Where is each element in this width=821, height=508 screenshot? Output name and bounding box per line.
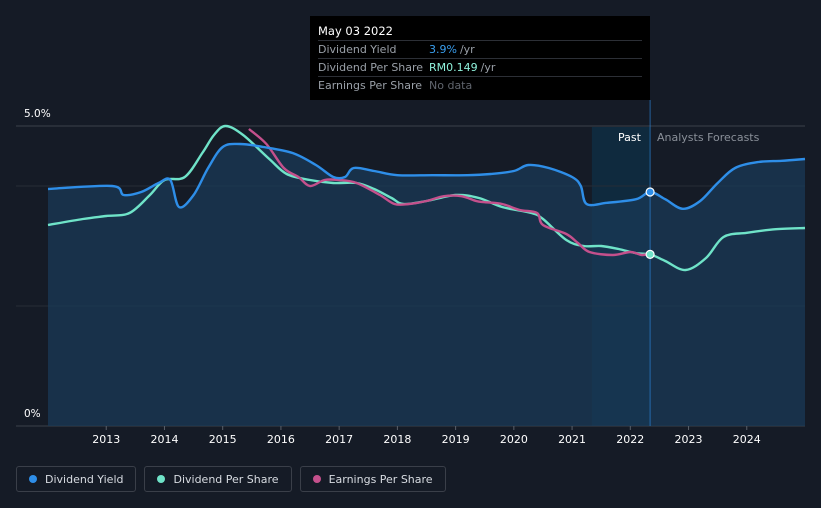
tooltip-value: RM0.149: [429, 61, 478, 74]
tooltip-row-dividend-yield: Dividend Yield 3.9% /yr: [318, 40, 642, 58]
x-tick-label: 2024: [732, 433, 761, 446]
x-tick-label: 2019: [441, 433, 470, 446]
x-tick-label: 2018: [383, 433, 412, 446]
marker-dividend-yield: [645, 187, 655, 197]
series-layer: [47, 124, 806, 272]
highlight-markers: [645, 187, 655, 259]
legend-dot: [29, 475, 37, 483]
marker-dividend-per-share: [645, 249, 655, 259]
legend-dot: [157, 475, 166, 483]
tooltip-label: Dividend Per Share: [318, 61, 424, 74]
x-tick-label: 2013: [92, 433, 121, 446]
x-tick-label: 2023: [674, 433, 703, 446]
tooltip-value: No data: [429, 79, 473, 92]
legend-dot: [312, 475, 321, 483]
x-tick-label: 2015: [208, 433, 237, 446]
tooltip-label: Earnings Per Share: [318, 79, 423, 92]
data-tooltip: May 03 2022 Dividend Yield 3.9% /yr Divi…: [310, 16, 650, 100]
series-line-earnings-per-share: [248, 128, 651, 257]
forecast-region-label: Analysts Forecasts: [657, 131, 760, 144]
x-tick-label: 2014: [150, 433, 179, 446]
legend-label: Dividend Yield: [45, 472, 124, 486]
y-axis-label-min: 0%: [24, 408, 41, 420]
y-axis-label-max: 5.0%: [24, 108, 51, 120]
x-tick-label: 2021: [558, 433, 587, 446]
legend-label: Earnings Per Share: [328, 472, 433, 486]
tooltip-unit: /yr: [480, 61, 496, 74]
series-line-dividend-yield: [47, 142, 806, 211]
x-tick-label: 2020: [499, 433, 528, 446]
legend-dividend-yield[interactable]: Dividend Yield: [16, 466, 137, 492]
legend-dividend-per-share[interactable]: Dividend Per Share: [144, 466, 292, 492]
tooltip-value: 3.9%: [429, 43, 457, 56]
legend-label: Dividend Per Share: [173, 472, 279, 486]
past-region-label: Past: [618, 131, 641, 144]
tooltip-row-dividend-per-share: Dividend Per Share RM0.149 /yr: [318, 58, 642, 76]
legend: Dividend Yield Dividend Per Share Earnin…: [16, 466, 446, 492]
legend-earnings-per-share[interactable]: Earnings Per Share: [299, 466, 446, 492]
x-tick-label: 2017: [325, 433, 354, 446]
tooltip-row-earnings-per-share: Earnings Per Share No data: [318, 76, 642, 94]
dividend-yield-area: [48, 143, 805, 426]
tooltip-label: Dividend Yield: [318, 43, 397, 56]
x-tick-label: 2016: [266, 433, 295, 446]
tooltip-unit: /yr: [459, 43, 475, 56]
tooltip-date: May 03 2022: [318, 24, 393, 38]
x-tick-label: 2022: [616, 433, 645, 446]
